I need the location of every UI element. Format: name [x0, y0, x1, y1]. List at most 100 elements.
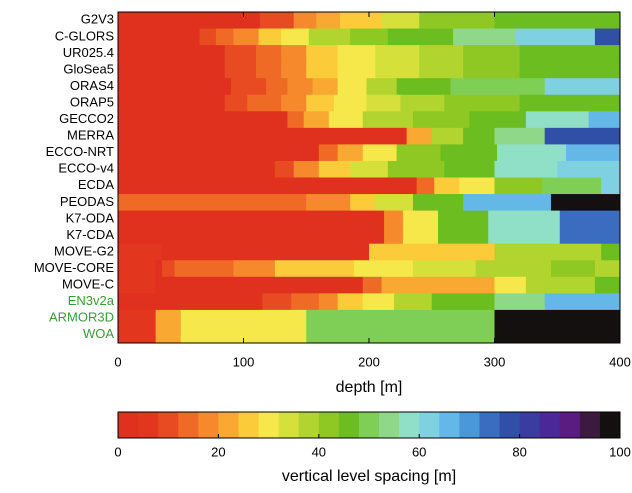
- level-cell: [118, 94, 226, 112]
- level-cell: [155, 309, 182, 327]
- level-cell: [281, 94, 307, 112]
- level-cell: [118, 28, 200, 46]
- level-cell: [519, 45, 621, 63]
- level-cell: [262, 293, 292, 311]
- level-cell: [544, 293, 621, 311]
- x-tick-label: 300: [484, 354, 506, 369]
- level-cell: [291, 293, 320, 311]
- colorbar-label: vertical level spacing [m]: [282, 468, 456, 485]
- level-cell: [337, 293, 364, 311]
- row-label: ORAP5: [70, 94, 114, 109]
- level-cell: [394, 293, 433, 311]
- level-cell: [118, 160, 276, 178]
- level-cell: [588, 111, 621, 129]
- level-cell: [118, 276, 157, 294]
- colorbar-swatch: [318, 412, 340, 438]
- row-label: GECCO2: [59, 111, 114, 126]
- level-cell: [308, 28, 351, 46]
- level-cell: [494, 12, 621, 29]
- level-cell: [306, 94, 335, 112]
- level-cell: [318, 160, 351, 178]
- level-cell: [328, 111, 364, 129]
- row-label: MOVE-CORE: [34, 260, 115, 275]
- level-cell: [318, 144, 339, 162]
- level-cell: [353, 260, 414, 278]
- level-cell: [274, 260, 355, 278]
- row-label: PEODAS: [60, 194, 115, 209]
- level-cell: [438, 210, 489, 228]
- level-cell: [174, 260, 234, 278]
- level-cell: [463, 194, 552, 211]
- row-label: ECCO-v4: [58, 161, 114, 176]
- colorbar-swatch: [178, 412, 199, 438]
- level-cell: [497, 144, 567, 162]
- level-cell: [118, 293, 263, 311]
- x-tick-label: 400: [609, 354, 631, 369]
- level-cell: [416, 177, 435, 195]
- level-cell: [281, 45, 307, 63]
- level-cell: [542, 177, 602, 195]
- level-cell: [559, 210, 621, 228]
- level-cell: [412, 194, 464, 211]
- level-cell: [557, 160, 621, 178]
- level-cell: [340, 12, 382, 29]
- row-label: UR025.4: [63, 45, 114, 60]
- level-cell: [494, 243, 602, 261]
- level-cell: [438, 227, 489, 245]
- level-cell: [274, 160, 295, 178]
- level-cell: [384, 227, 404, 245]
- level-cell: [118, 61, 226, 79]
- level-cell: [519, 61, 621, 79]
- level-cell: [566, 144, 621, 162]
- level-cell: [312, 78, 339, 96]
- level-cell: [118, 78, 232, 96]
- level-cell: [444, 160, 495, 178]
- colorbar-swatch: [138, 412, 159, 438]
- level-cell: [256, 45, 282, 63]
- level-cell: [369, 243, 495, 261]
- level-cell: [247, 94, 282, 112]
- level-cell: [559, 227, 621, 245]
- level-cell: [293, 160, 320, 178]
- colorbar-tick-label: 60: [412, 444, 426, 459]
- level-cell: [118, 12, 261, 29]
- level-cell: [281, 28, 310, 46]
- level-cell: [337, 61, 376, 79]
- level-cell: [463, 61, 520, 79]
- level-cell: [303, 111, 330, 129]
- level-cell: [230, 78, 267, 96]
- level-cell: [118, 326, 157, 344]
- level-cell: [406, 127, 433, 145]
- colorbar-swatch: [338, 412, 360, 438]
- level-cell: [594, 260, 621, 278]
- level-cell: [224, 61, 257, 79]
- colorbar-swatch: [419, 412, 440, 438]
- row-label: GloSea5: [63, 61, 114, 76]
- level-cell: [118, 127, 408, 145]
- level-cell: [384, 210, 404, 228]
- level-cell: [431, 293, 495, 311]
- level-cell: [118, 194, 307, 211]
- colorbar-swatch: [599, 412, 621, 438]
- level-cell: [463, 127, 495, 145]
- level-cell: [494, 326, 621, 344]
- colorbar-swatch: [158, 412, 179, 438]
- level-cell: [494, 160, 558, 178]
- level-cell: [550, 260, 596, 278]
- colorbar-swatch: [439, 412, 460, 438]
- level-cell: [266, 78, 288, 96]
- row-label: C-GLORS: [55, 28, 115, 43]
- level-cell: [306, 326, 495, 344]
- level-cell: [180, 326, 307, 344]
- level-cell: [161, 243, 370, 261]
- row-label: WOA: [83, 326, 114, 341]
- level-cell: [118, 309, 157, 327]
- level-cell: [118, 144, 320, 162]
- colorbar-tick-label: 80: [512, 444, 526, 459]
- level-cell: [180, 309, 307, 327]
- level-cell: [155, 326, 182, 344]
- level-cell: [412, 111, 470, 129]
- level-cell: [337, 144, 364, 162]
- level-cell: [366, 78, 398, 96]
- level-cell: [488, 227, 561, 245]
